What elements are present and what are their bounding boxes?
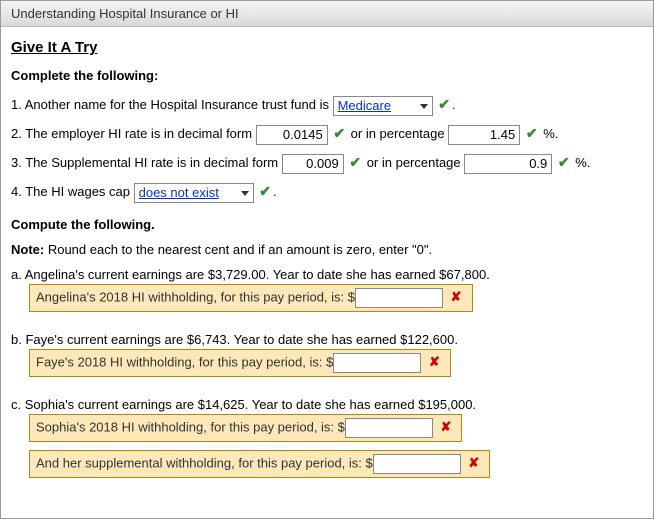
module-title: Understanding Hospital Insurance or HI [11, 6, 239, 21]
pa-answer-row: Angelina's 2018 HI withholding, for this… [29, 284, 473, 312]
problem-a: a. Angelina's current earnings are $3,72… [11, 267, 643, 320]
section1-heading: Complete the following: [11, 68, 643, 83]
check-icon: ✔ [257, 183, 273, 199]
q1-dropdown-value: Medicare [338, 98, 391, 113]
pb-answer-row: Faye's 2018 HI withholding, for this pay… [29, 349, 451, 377]
cross-icon: ✘ [464, 455, 483, 470]
question-1: 1. Another name for the Hospital Insuran… [11, 93, 643, 116]
pc-row2-label: And her supplemental withholding, for th… [36, 455, 373, 470]
problem-c: c. Sophia's current earnings are $14,625… [11, 397, 643, 486]
pc-prompt: c. Sophia's current earnings are $14,625… [11, 397, 643, 412]
pb-row-input[interactable] [333, 353, 421, 373]
note-label: Note: [11, 242, 44, 257]
q2-mid: or in percentage [347, 126, 448, 141]
pc-answer-row-2: And her supplemental withholding, for th… [29, 450, 490, 478]
check-icon: ✔ [556, 154, 572, 170]
question-3: 3. The Supplemental HI rate is in decima… [11, 151, 643, 174]
check-icon: ✔ [347, 154, 363, 170]
q1-dropdown[interactable]: Medicare [333, 96, 433, 116]
q2-text: 2. The employer HI rate is in decimal fo… [11, 126, 256, 141]
q3-suffix: %. [572, 155, 591, 170]
q3-percent-input[interactable] [464, 154, 552, 174]
q4-dropdown-value: does not exist [139, 185, 219, 200]
pc-answer-row-1: Sophia's 2018 HI withholding, for this p… [29, 414, 462, 442]
q4-suffix: . [273, 184, 277, 199]
pc-row1-label: Sophia's 2018 HI withholding, for this p… [36, 419, 345, 434]
pa-prompt: a. Angelina's current earnings are $3,72… [11, 267, 643, 282]
cross-icon: ✘ [447, 289, 466, 304]
pc-row1-input[interactable] [345, 418, 433, 438]
pb-prompt: b. Faye's current earnings are $6,743. Y… [11, 332, 643, 347]
check-icon: ✔ [331, 125, 347, 141]
q3-text: 3. The Supplemental HI rate is in decima… [11, 155, 282, 170]
q3-decimal-input[interactable] [282, 154, 344, 174]
worksheet-container: Understanding Hospital Insurance or HI G… [0, 0, 654, 519]
check-icon: ✔ [436, 96, 452, 112]
q4-dropdown[interactable]: does not exist [134, 183, 254, 203]
pc-row2-input[interactable] [373, 454, 461, 474]
section2-heading: Compute the following. [11, 217, 643, 232]
q1-suffix: . [452, 97, 456, 112]
cross-icon: ✘ [437, 419, 456, 434]
problem-b: b. Faye's current earnings are $6,743. Y… [11, 332, 643, 385]
q2-decimal-input[interactable] [256, 125, 328, 145]
q4-text: 4. The HI wages cap [11, 184, 134, 199]
q2-suffix: %. [540, 126, 559, 141]
pa-row-input[interactable] [355, 288, 443, 308]
q1-text: 1. Another name for the Hospital Insuran… [11, 97, 333, 112]
page-subtitle: Give It A Try [11, 39, 643, 56]
q2-percent-input[interactable] [448, 125, 520, 145]
q3-mid: or in percentage [363, 155, 464, 170]
check-icon: ✔ [524, 125, 540, 141]
cross-icon: ✘ [425, 354, 444, 369]
note-line: Note: Round each to the nearest cent and… [11, 242, 643, 257]
question-4: 4. The HI wages cap does not exist ✔. [11, 180, 643, 203]
note-text: Round each to the nearest cent and if an… [44, 242, 432, 257]
question-2: 2. The employer HI rate is in decimal fo… [11, 122, 643, 145]
pb-row-label: Faye's 2018 HI withholding, for this pay… [36, 354, 333, 369]
pa-row-label: Angelina's 2018 HI withholding, for this… [36, 289, 355, 304]
module-header: Understanding Hospital Insurance or HI [1, 1, 653, 27]
